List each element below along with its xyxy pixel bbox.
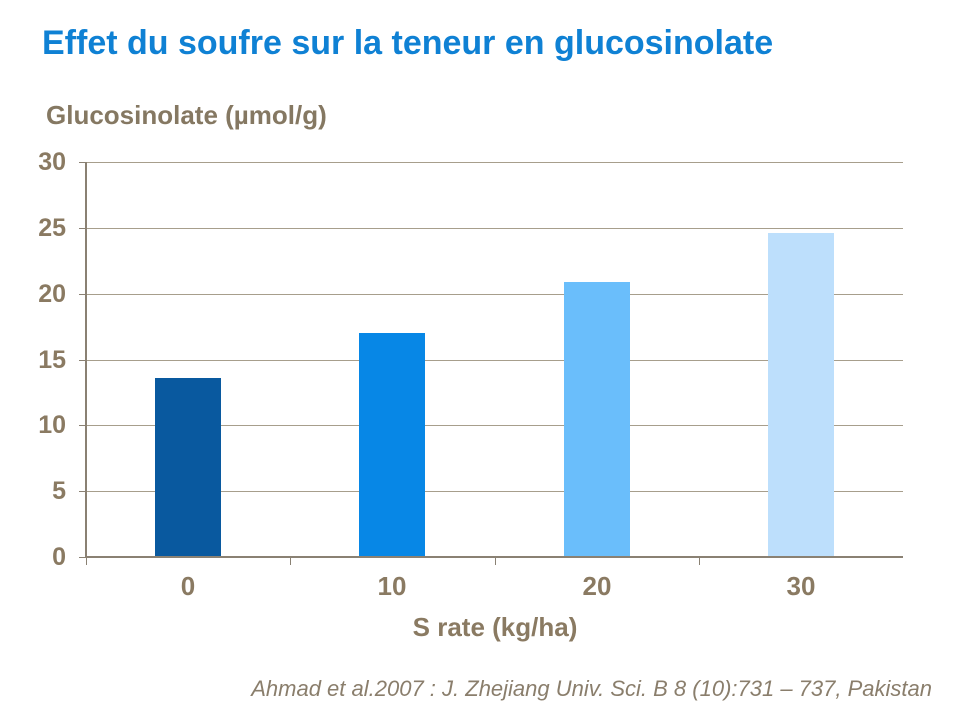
y-axis-tick <box>79 294 86 295</box>
gridline <box>86 228 903 229</box>
x-tick-label: 20 <box>582 571 612 601</box>
y-axis-tick <box>79 425 86 426</box>
y-axis-tick <box>79 228 86 229</box>
y-tick-label: 20 <box>38 280 66 308</box>
x-axis-tick <box>495 558 496 565</box>
y-axis-tick <box>79 557 86 558</box>
x-axis-tick <box>699 558 700 565</box>
x-tick-label: 0 <box>180 571 196 601</box>
y-tick-label: 30 <box>38 148 66 176</box>
citation: Ahmad et al.2007 : J. Zhejiang Univ. Sci… <box>251 676 932 701</box>
bar-20 <box>564 282 630 557</box>
gridline <box>86 294 903 295</box>
x-axis-title: S rate (kg/ha) <box>412 612 578 642</box>
gridline <box>86 162 903 163</box>
bar-0 <box>155 378 221 557</box>
x-axis-line <box>85 556 903 558</box>
gridline <box>86 425 903 426</box>
x-axis-tick <box>86 558 87 565</box>
y-axis-title: Glucosinolate (µmol/g) <box>46 100 327 130</box>
x-axis-tick <box>290 558 291 565</box>
y-tick-label: 10 <box>38 411 66 439</box>
y-axis-line <box>85 162 87 557</box>
y-tick-label: 0 <box>52 543 66 571</box>
gridline <box>86 360 903 361</box>
y-axis-tick <box>79 162 86 163</box>
y-axis-tick <box>79 360 86 361</box>
x-tick-label: 10 <box>377 571 407 601</box>
bar-10 <box>359 333 425 557</box>
x-tick-label: 30 <box>786 571 816 601</box>
y-tick-label: 15 <box>38 346 66 374</box>
chart-title: Effet du soufre sur la teneur en glucosi… <box>42 24 774 62</box>
gridline <box>86 491 903 492</box>
y-tick-label: 5 <box>52 477 66 505</box>
bar-30 <box>768 233 834 557</box>
y-tick-label: 25 <box>38 214 66 242</box>
y-axis-tick <box>79 491 86 492</box>
